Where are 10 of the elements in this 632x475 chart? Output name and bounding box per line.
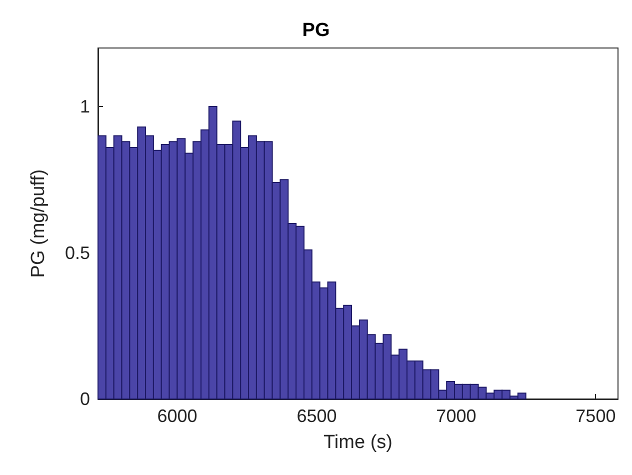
x-tick-label: 6500 [296, 406, 337, 426]
y-tick-label: 0.5 [64, 242, 90, 263]
y-tick-label: 0 [80, 389, 90, 409]
x-tick-label: 6000 [157, 406, 198, 426]
y-axis-title: PG (mg/puff) [28, 169, 49, 278]
y-tick-label: 1 [80, 96, 90, 116]
x-axis-title: Time (s) [324, 432, 392, 453]
x-tick-label: 7500 [576, 406, 616, 426]
x-tick-label: 7000 [436, 406, 476, 426]
chart-title: PG [302, 20, 330, 41]
